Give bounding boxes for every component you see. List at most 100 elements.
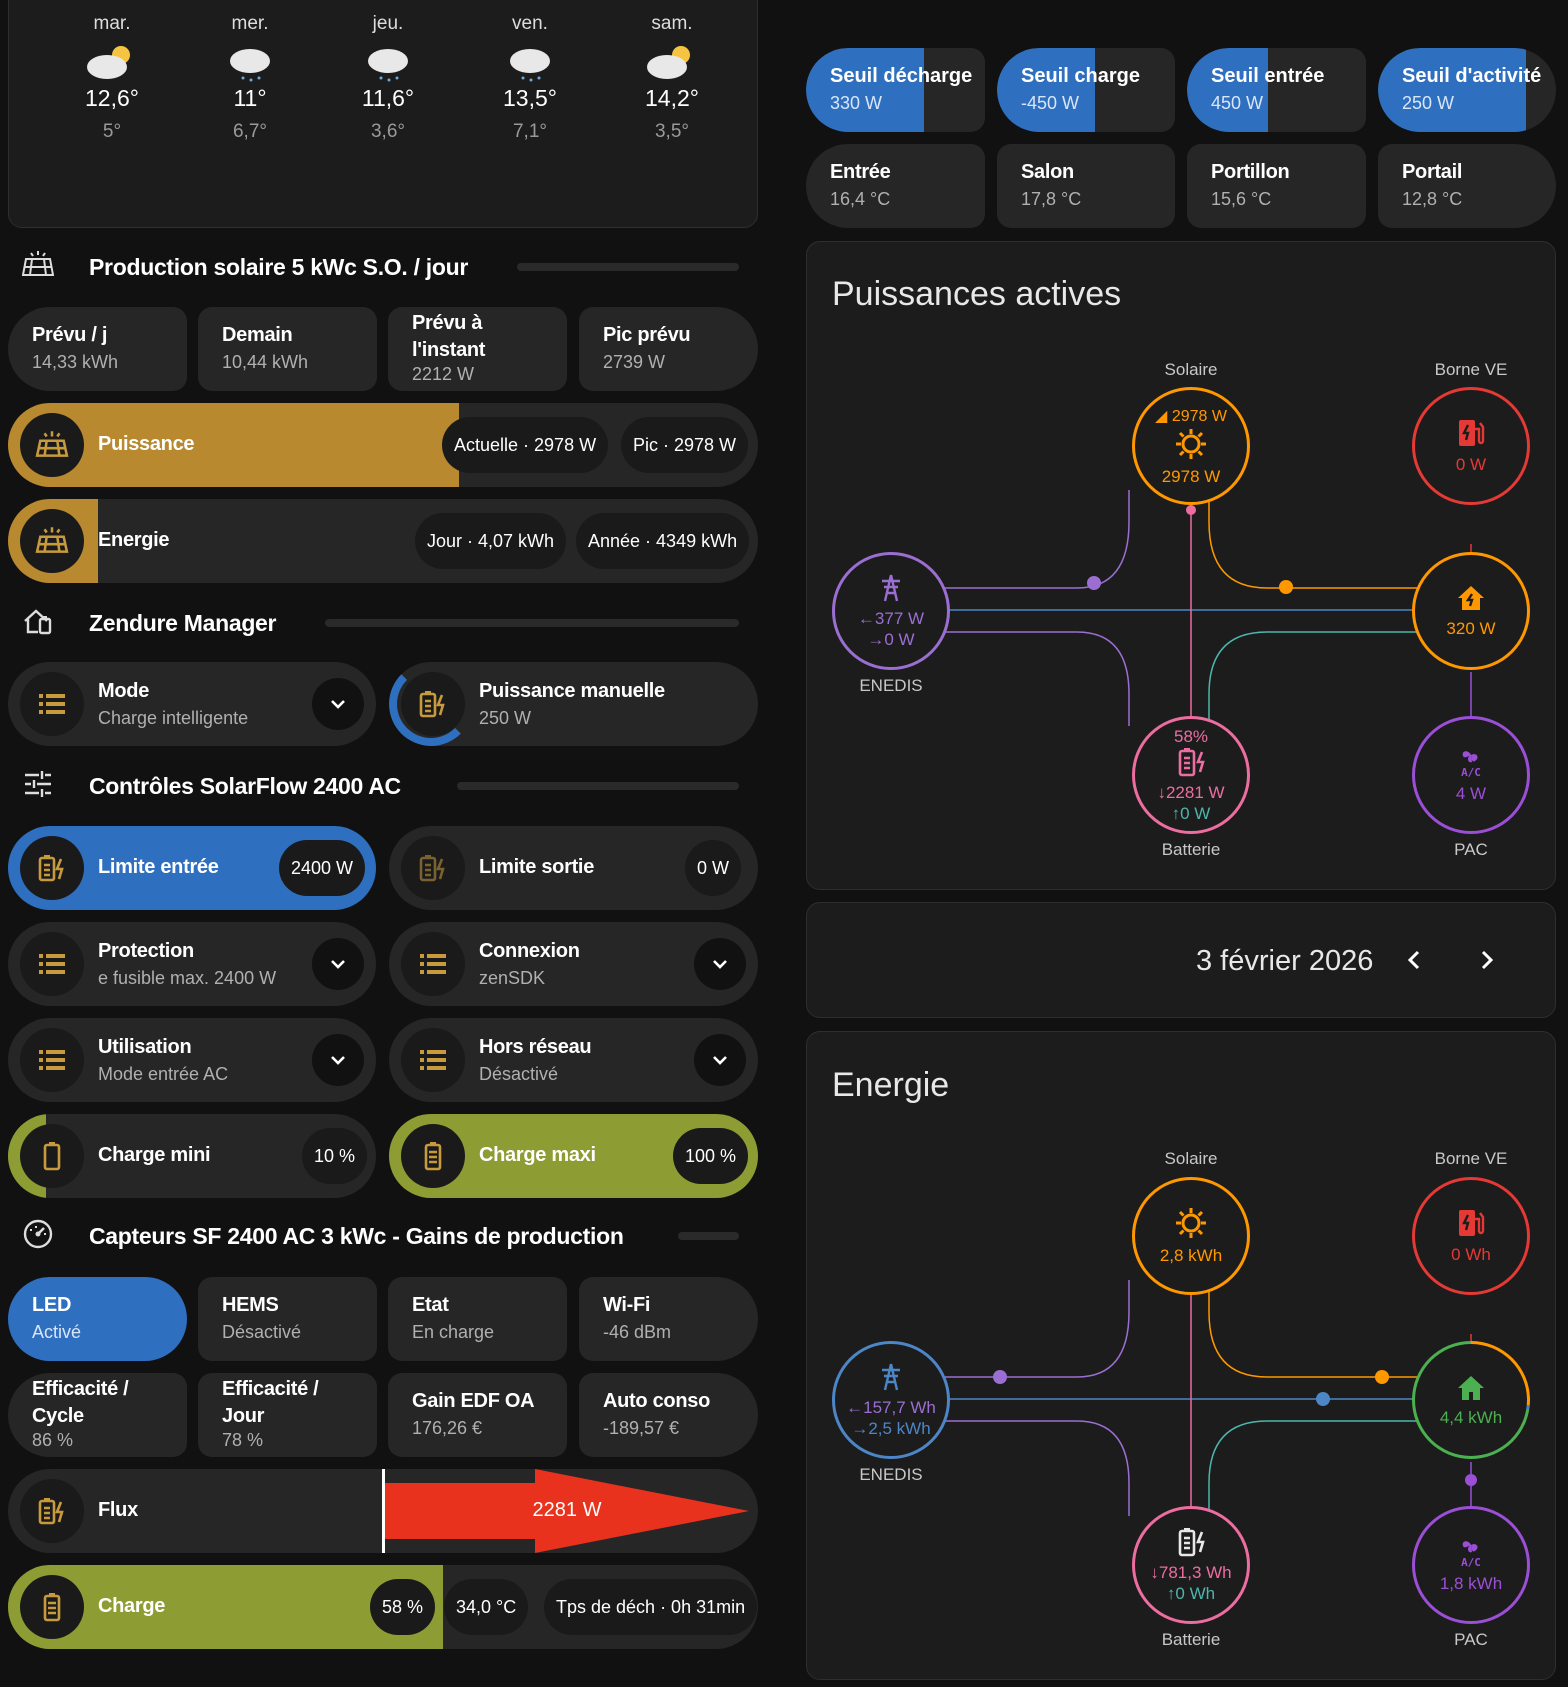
threshold-input-tile[interactable]: Seuil entrée 450 W [1187,48,1366,132]
solar-value: 2,8 kWh [1159,1246,1223,1265]
grid-node[interactable]: ←157,7 Wh →2,5 kWh [832,1341,950,1459]
heatpump-node[interactable]: A/C 4 W [1412,716,1530,834]
tile-label: Seuil entrée [1211,65,1325,87]
weather-forecast-card[interactable]: mar. 12,6° 5° mer. 11° 6,7° jeu. 11,6° 3… [8,0,758,228]
energy-flow-card[interactable]: Energie Solaire 2,8 kWh Borne VE 0 Wh ←1… [806,1031,1556,1680]
temp-salon-tile[interactable]: Salon 17,8 °C [997,144,1175,228]
grid-node-label: ENEDIS [859,1465,923,1484]
connection-select[interactable]: Connexion zenSDK [389,922,758,1006]
arrow-left-icon: ← [846,1397,864,1417]
mode-value: Charge intelligente [98,708,249,728]
home-lightning-icon [1455,583,1487,618]
chevron-down-icon[interactable] [312,1034,364,1086]
battery-node[interactable]: ↓781,3 Wh ↑0 Wh [1132,1506,1250,1624]
ev-charger-node[interactable]: 0 Wh [1412,1177,1530,1295]
tile-value: 330 W [830,93,883,113]
solar-node[interactable]: 2,8 kWh [1132,1177,1250,1295]
home-node[interactable]: 4,4 kWh [1412,1341,1530,1459]
protection-select[interactable]: Protection e fusible max. 2400 W [8,922,376,1006]
connection-value: zenSDK [479,968,546,988]
rain-icon [333,35,443,85]
forecast-tomorrow-tile[interactable]: Demain 10,44 kWh [198,307,377,391]
sun-icon [1174,1206,1208,1245]
led-tile[interactable]: LED Activé [8,1277,187,1361]
charge-bar[interactable]: Charge 58 % 34,0 °C Tps de déch · 0h 31m… [8,1565,758,1649]
battery-node[interactable]: 58% ↓2281 W ↑0 W [1132,716,1250,834]
usage-label: Utilisation [98,1036,192,1058]
section-divider [325,619,739,627]
state-tile[interactable]: Etat En charge [388,1277,567,1361]
min-charge-slider[interactable]: Charge mini 10 % [8,1114,376,1198]
tile-label: Pic prévu [603,324,691,346]
max-charge-label: Charge maxi [479,1144,596,1166]
wifi-tile[interactable]: Wi-Fi -46 dBm [579,1277,758,1361]
forecast-now-tile[interactable]: Prévu à l'instant 2212 W [388,307,567,391]
forecast-high: 11° [233,85,267,111]
grid-node[interactable]: ←377 W →0 W [832,552,950,670]
max-charge-value: 100 % [673,1128,749,1184]
chevron-down-icon[interactable] [694,938,746,990]
usage-select[interactable]: Utilisation Mode entrée AC [8,1018,376,1102]
section-header-sensors: Capteurs SF 2400 AC 3 kWc - Gains de pro… [22,1216,742,1256]
edf-gain-tile[interactable]: Gain EDF OA 176,26 € [388,1373,567,1457]
flux-bar[interactable]: Flux 2281 W [8,1469,758,1553]
forecast-high: 12,6° [85,85,139,111]
temp-portillon-tile[interactable]: Portillon 15,6 °C [1187,144,1366,228]
heatpump-node[interactable]: A/C 1,8 kWh [1412,1506,1530,1624]
hems-tile[interactable]: HEMS Désactivé [198,1277,377,1361]
tile-value: 250 W [1402,93,1455,113]
chevron-down-icon[interactable] [312,938,364,990]
forecast-today-tile[interactable]: Prévu / j 14,33 kWh [8,307,187,391]
tile-label: HEMS [222,1294,279,1316]
threshold-activity-tile[interactable]: Seuil d'activité 250 W [1378,48,1556,132]
offgrid-select[interactable]: Hors réseau Désactivé [389,1018,758,1102]
threshold-charge-tile[interactable]: Seuil charge -450 W [997,48,1175,132]
manual-power-label: Puissance manuelle [479,680,665,702]
section-header-controls: Contrôles SolarFlow 2400 AC [22,766,742,806]
chevron-down-icon[interactable] [312,678,364,730]
heatpump-node-label: PAC [1454,1630,1488,1649]
arrow-down-icon: ↓ [1150,1562,1159,1582]
tile-value: En charge [412,1322,495,1342]
self-consumption-tile[interactable]: Auto conso -189,57 € [579,1373,758,1457]
min-charge-label: Charge mini [98,1144,211,1166]
threshold-discharge-tile[interactable]: Seuil décharge 330 W [806,48,985,132]
forecast-day-4: ven. 13,5° 7,1° [475,13,585,143]
sliders-icon [22,768,54,805]
manual-power-slider[interactable]: Puissance manuelle 250 W [389,662,758,746]
tile-label: Prévu à l'instant [412,312,486,361]
usage-value: Mode entrée AC [98,1064,229,1084]
solar-value: 2978 W [1161,466,1221,486]
forecast-peak-tile[interactable]: Pic prévu 2739 W [579,307,758,391]
date-picker-card[interactable]: 3 février 2026 [806,902,1556,1018]
flux-center-line [382,1469,385,1553]
home-node[interactable]: 320 W [1412,552,1530,670]
tile-label: Salon [1021,161,1074,183]
day-efficiency-tile[interactable]: Efficacité / Jour 78 % [198,1373,377,1457]
solar-node[interactable]: ◢ 2978 W 2978 W [1132,387,1250,505]
tile-label: Portail [1402,161,1463,183]
input-limit-slider[interactable]: Limite entrée 2400 W [8,826,376,910]
battery-charging-icon [20,836,84,900]
current-power-chip: Actuelle · 2978 W [442,417,609,473]
battery-node-label: Batterie [1161,1630,1221,1649]
ev-charger-node[interactable]: 0 W [1412,387,1530,505]
tile-label: LED [32,1294,72,1316]
ev-value: 0 Wh [1451,1245,1491,1264]
temp-entree-tile[interactable]: Entrée 16,4 °C [806,144,985,228]
solar-power-bar[interactable]: Puissance Actuelle · 2978 W Pic · 2978 W [8,403,758,487]
temp-portail-tile[interactable]: Portail 12,8 °C [1378,144,1556,228]
chevron-right-icon[interactable] [1473,947,1499,978]
power-flow-card[interactable]: Puissances actives Solaire ◢ 2978 W 2978… [806,241,1556,890]
grid-node-label: ENEDIS [859,676,923,695]
cycle-efficiency-tile[interactable]: Efficacité / Cycle 86 % [8,1373,187,1457]
max-charge-slider[interactable]: Charge maxi 100 % [389,1114,758,1198]
mode-select[interactable]: Mode Charge intelligente [8,662,376,746]
forecast-high: 11,6° [361,85,415,111]
output-limit-slider[interactable]: Limite sortie 0 W [389,826,758,910]
selected-date: 3 février 2026 [1196,945,1374,977]
forecast-low: 7,1° [512,121,547,142]
chevron-left-icon[interactable] [1402,947,1428,978]
chevron-down-icon[interactable] [694,1034,746,1086]
solar-energy-bar[interactable]: Energie Jour · 4,07 kWh Année · 4349 kWh [8,499,758,583]
